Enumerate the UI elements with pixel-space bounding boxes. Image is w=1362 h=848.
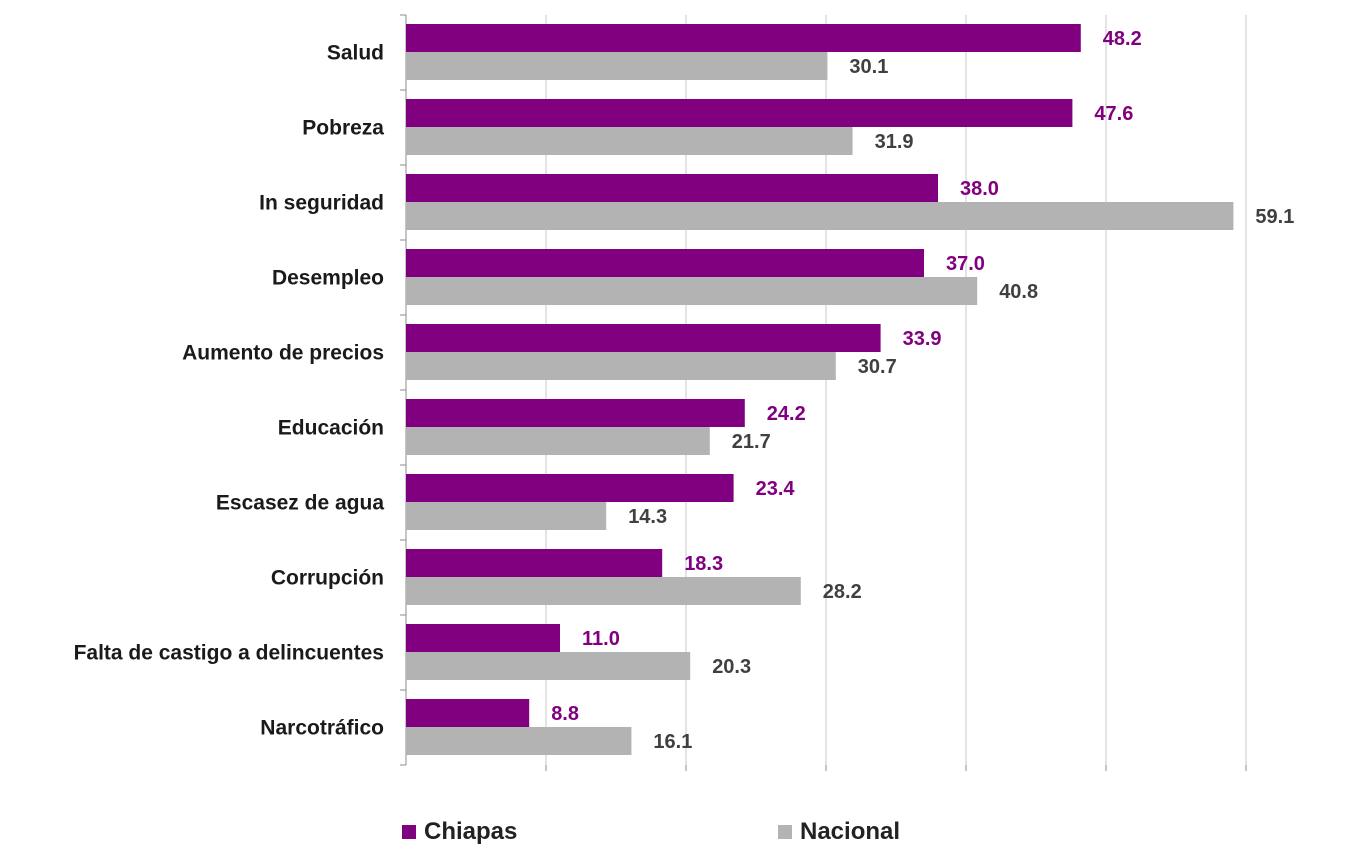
- value-label-chiapas: 18.3: [684, 553, 723, 575]
- bar-nacional: [406, 52, 828, 80]
- category-label: Salud: [327, 42, 384, 65]
- value-label-nacional: 20.3: [712, 656, 751, 678]
- category-labels: Salud Pobreza In seguridad Desempleo Aumento…: [74, 42, 385, 740]
- value-label-nacional: 59.1: [1255, 206, 1294, 228]
- bar-chiapas: [406, 24, 1081, 52]
- bar-nacional: [406, 652, 691, 680]
- bar-nacional: [406, 577, 801, 605]
- bars: [406, 24, 1234, 755]
- category-label: Pobreza: [302, 117, 384, 140]
- legend-item-chiapas: Chiapas: [402, 818, 517, 846]
- value-label-nacional: 16.1: [653, 731, 692, 753]
- bar-nacional: [406, 427, 710, 455]
- legend-item-nacional: Nacional: [778, 818, 900, 846]
- bar-nacional: [406, 727, 632, 755]
- bar-chiapas: [406, 624, 560, 652]
- category-label: In seguridad: [259, 192, 384, 215]
- bar-nacional: [406, 127, 853, 155]
- value-label-nacional: 30.1: [849, 56, 888, 78]
- bar-chart: Salud Pobreza In seguridad Desempleo Aumento…: [74, 14, 1294, 771]
- legend-swatch-chiapas: [402, 825, 416, 839]
- bar-chiapas: [406, 249, 924, 277]
- bar-nacional: [406, 202, 1234, 230]
- bar-nacional: [406, 277, 978, 305]
- bar-chiapas: [406, 99, 1073, 127]
- category-label: Desempleo: [272, 267, 384, 290]
- bar-nacional: [406, 352, 836, 380]
- legend-label-chiapas: Chiapas: [424, 818, 518, 845]
- bar-chiapas: [406, 699, 530, 727]
- bar-chiapas: [406, 549, 663, 577]
- value-label-chiapas: 33.9: [903, 328, 942, 350]
- value-label-chiapas: 24.2: [767, 403, 806, 425]
- value-label-nacional: 21.7: [732, 431, 771, 453]
- value-label-nacional: 40.8: [999, 281, 1038, 303]
- category-label: Aumento de precios: [182, 342, 384, 365]
- bar-chiapas: [406, 174, 938, 202]
- value-label-chiapas: 38.0: [960, 178, 999, 200]
- bar-chiapas: [406, 474, 734, 502]
- category-label: Educación: [278, 417, 384, 440]
- bar-nacional: [406, 502, 607, 530]
- value-label-chiapas: 48.2: [1103, 28, 1142, 50]
- value-label-nacional: 30.7: [858, 356, 897, 378]
- category-label: Corrupción: [271, 567, 384, 590]
- bar-chiapas: [406, 324, 881, 352]
- value-label-chiapas: 11.0: [582, 628, 620, 650]
- value-label-chiapas: 8.8: [551, 703, 579, 725]
- category-label: Falta de castigo a delincuentes: [74, 642, 384, 665]
- category-label: Escasez de agua: [216, 492, 384, 515]
- bar-chiapas: [406, 399, 745, 427]
- value-label-chiapas: 37.0: [946, 253, 985, 275]
- value-label-chiapas: 47.6: [1094, 103, 1133, 125]
- legend-label-nacional: Nacional: [800, 818, 901, 845]
- value-labels: 48.2 30.1 47.6 31.9 38.0 59.1 37.0 40.8 33.9 30.7…: [551, 28, 1294, 753]
- category-label: Narcotráfico: [260, 717, 384, 740]
- value-label-nacional: 31.9: [875, 131, 914, 153]
- value-label-chiapas: 23.4: [756, 478, 796, 500]
- value-label-nacional: 28.2: [823, 581, 862, 603]
- legend-swatch-nacional: [778, 825, 792, 839]
- value-label-nacional: 14.3: [628, 506, 667, 528]
